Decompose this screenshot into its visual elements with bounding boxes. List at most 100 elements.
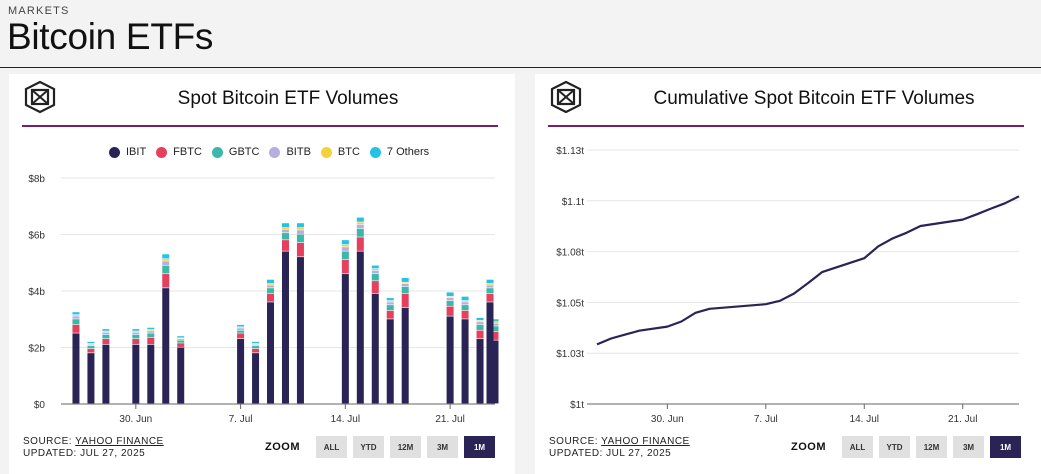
bar-segment-fbtc bbox=[72, 325, 79, 333]
bar-segment-ibit bbox=[87, 353, 94, 403]
source-link[interactable]: YAHOO FINANCE bbox=[601, 436, 690, 447]
bar-segment-gbtc bbox=[342, 251, 349, 259]
bar-segment-btc bbox=[387, 301, 394, 302]
zoom-label: ZOOM bbox=[791, 441, 826, 453]
zoom-12m-button[interactable]: 12M bbox=[390, 436, 421, 458]
updated-date: UPDATED: JUL 27, 2025 bbox=[23, 448, 164, 460]
zoom-3m-button[interactable]: 3M bbox=[427, 436, 458, 458]
bar-segment-bitb bbox=[237, 328, 244, 330]
zoom-1m-button[interactable]: 1M bbox=[464, 436, 495, 458]
bar-segment-others bbox=[72, 312, 79, 314]
bar-segment-others bbox=[87, 342, 94, 343]
zoom-3m-button[interactable]: 3M bbox=[953, 436, 984, 458]
x-tick-label: 30. Jun bbox=[651, 414, 684, 425]
bar-segment-bitb bbox=[462, 302, 469, 304]
bar-segment-fbtc bbox=[132, 339, 139, 344]
bar-segment-btc bbox=[162, 259, 169, 261]
bar-segment-gbtc bbox=[72, 319, 79, 324]
bar-segment-gbtc bbox=[282, 233, 289, 239]
bar-segment-gbtc bbox=[402, 287, 409, 293]
bar-segment-btc bbox=[342, 245, 349, 247]
bar-segment-ibit bbox=[372, 294, 379, 404]
bar-segment-ibit bbox=[402, 308, 409, 403]
bar-segment-gbtc bbox=[477, 325, 484, 330]
bar-segment-others bbox=[252, 342, 259, 343]
source-note: SOURCE: YAHOO FINANCE UPDATED: JUL 27, 2… bbox=[23, 436, 164, 460]
bar-segment-bitb bbox=[297, 230, 304, 234]
zoom-controls: ZOOM ALL YTD 12M 3M 1M bbox=[791, 436, 1021, 458]
bar-segment-btc bbox=[267, 284, 274, 285]
bar-segment-fbtc bbox=[387, 311, 394, 319]
page-title: Bitcoin ETFs bbox=[7, 16, 213, 58]
bar-segment-btc bbox=[282, 228, 289, 229]
bar-segment-btc bbox=[132, 331, 139, 332]
bar-segment-bitb bbox=[252, 345, 259, 346]
bar-segment-btc bbox=[237, 327, 244, 328]
zoom-all-button[interactable]: ALL bbox=[842, 436, 873, 458]
bar-segment-gbtc bbox=[87, 346, 94, 348]
bar-segment-ibit bbox=[447, 316, 454, 403]
bar-segment-fbtc bbox=[342, 260, 349, 274]
bar-segment-bitb bbox=[372, 271, 379, 274]
bar-segment-fbtc bbox=[252, 349, 259, 353]
y-tick-label: $6b bbox=[28, 231, 45, 242]
source-link[interactable]: YAHOO FINANCE bbox=[75, 436, 164, 447]
zoom-all-button[interactable]: ALL bbox=[316, 436, 347, 458]
bar-segment-fbtc bbox=[487, 294, 494, 302]
bar-segment-bitb bbox=[87, 345, 94, 346]
y-tick-label: $1t bbox=[570, 400, 584, 411]
bar-segment-others bbox=[402, 278, 409, 282]
bar-segment-others bbox=[477, 318, 484, 320]
y-tick-label: $1.03t bbox=[556, 349, 584, 360]
bar-segment-fbtc bbox=[462, 311, 469, 319]
bar-segment-others bbox=[162, 254, 169, 258]
bar-segment-btc bbox=[402, 283, 409, 284]
zoom-12m-button[interactable]: 12M bbox=[916, 436, 947, 458]
bar-segment-fbtc bbox=[372, 281, 379, 293]
bar-segment-others bbox=[267, 280, 274, 284]
bar-segment-btc bbox=[477, 321, 484, 322]
x-tick-label: 14. Jul bbox=[331, 414, 360, 425]
bar-segment-ibit bbox=[72, 333, 79, 403]
bar-segment-ibit bbox=[237, 339, 244, 403]
bar-segment-ibit bbox=[102, 345, 109, 404]
y-tick-label: $0 bbox=[34, 400, 46, 411]
bar-segment-ibit bbox=[462, 319, 469, 403]
bar-segment-gbtc bbox=[267, 288, 274, 293]
y-tick-label: $8b bbox=[28, 174, 45, 185]
source-note: SOURCE: YAHOO FINANCE UPDATED: JUL 27, 2… bbox=[549, 436, 690, 460]
bar-segment-bitb bbox=[177, 339, 184, 340]
zoom-ytd-button[interactable]: YTD bbox=[353, 436, 384, 458]
bar-segment-others bbox=[387, 298, 394, 300]
bar-segment-fbtc bbox=[102, 339, 109, 344]
bar-segment-gbtc bbox=[297, 235, 304, 243]
bar-segment-gbtc bbox=[132, 335, 139, 339]
updated-date: UPDATED: JUL 27, 2025 bbox=[549, 448, 690, 460]
volumes-card: Spot Bitcoin ETF Volumes IBIT FBTC GBTC … bbox=[9, 74, 515, 474]
x-tick-label: 21. Jul bbox=[435, 414, 464, 425]
source-label: SOURCE: bbox=[549, 436, 601, 447]
x-tick-label: 7. Jul bbox=[754, 414, 778, 425]
bar-segment-gbtc bbox=[447, 301, 454, 306]
bar-segment-others bbox=[282, 223, 289, 227]
bar-segment-ibit bbox=[487, 302, 494, 403]
bar-segment-gbtc bbox=[387, 305, 394, 310]
bar-segment-fbtc bbox=[357, 237, 364, 251]
zoom-ytd-button[interactable]: YTD bbox=[879, 436, 910, 458]
zoom-controls: ZOOM ALL YTD 12M 3M 1M bbox=[265, 436, 495, 458]
bar-segment-gbtc bbox=[177, 340, 184, 342]
y-tick-label: $2b bbox=[28, 344, 45, 355]
zoom-label: ZOOM bbox=[265, 441, 300, 453]
bar-segment-bitb bbox=[282, 230, 289, 233]
bar-segment-others bbox=[237, 325, 244, 327]
bar-segment-others bbox=[297, 223, 304, 227]
x-tick-label: 7. Jul bbox=[229, 414, 253, 425]
zoom-1m-button[interactable]: 1M bbox=[990, 436, 1021, 458]
bar-segment-gbtc bbox=[372, 274, 379, 280]
bar-segment-gbtc bbox=[252, 346, 259, 348]
bar-segment-btc bbox=[147, 330, 154, 331]
bar-segment-btc bbox=[462, 301, 469, 302]
bar-segment-btc bbox=[447, 297, 454, 298]
